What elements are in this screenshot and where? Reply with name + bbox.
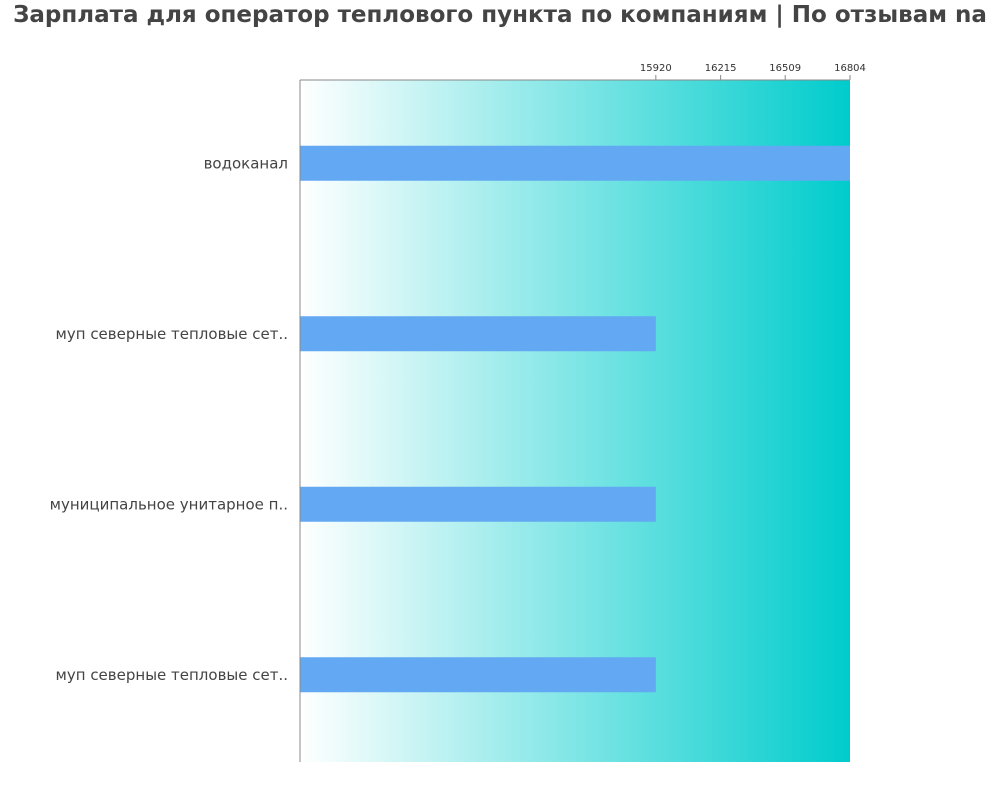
bar (300, 657, 656, 693)
category-label: муп северные тепловые сет.. (56, 666, 288, 684)
bar (300, 145, 850, 181)
bar (300, 486, 656, 522)
plot-background (300, 80, 850, 762)
category-label: водоканал (204, 154, 288, 172)
x-tick-label: 16509 (769, 63, 801, 74)
x-tick-label: 16804 (834, 63, 866, 74)
chart-title: Зарплата для оператор теплового пункта п… (13, 2, 987, 28)
category-label: муп северные тепловые сет.. (56, 325, 288, 343)
bar (300, 316, 656, 352)
category-label: муниципальное унитарное п.. (50, 495, 288, 513)
x-tick-label: 15920 (640, 63, 672, 74)
x-tick-label: 16215 (705, 63, 737, 74)
